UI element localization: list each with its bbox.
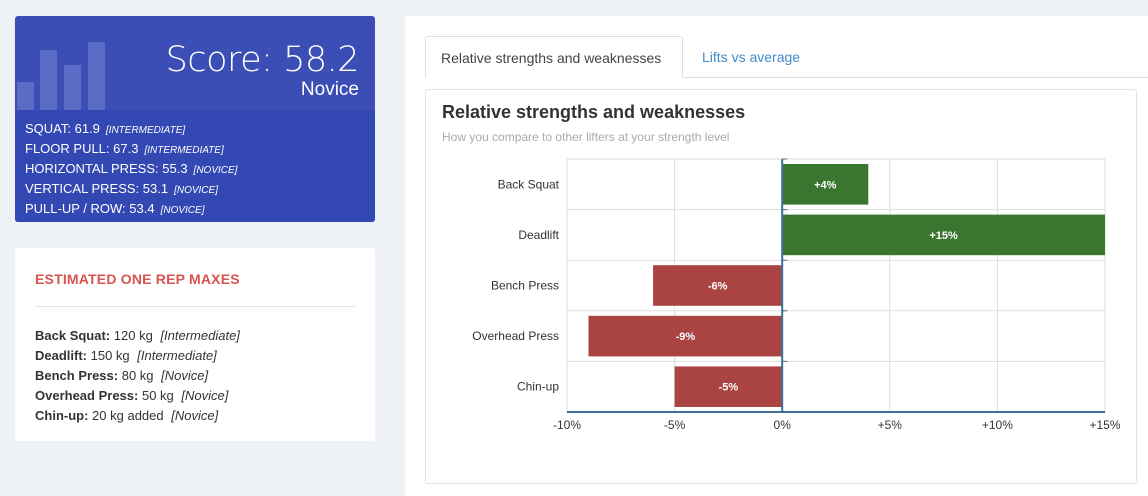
lift-level: [Novice]	[161, 368, 209, 383]
lift-level: [Intermediate]	[137, 348, 217, 363]
score-line-vertical-press: VERTICAL PRESS: 53.1 [NOVICE]	[15, 179, 375, 199]
bar-value-label: -6%	[708, 281, 728, 293]
score-line-level: [NOVICE]	[174, 185, 218, 196]
bar-value-label: +15%	[929, 230, 958, 242]
tab-relative-strengths[interactable]: Relative strengths and weaknesses	[425, 36, 683, 78]
list-item: Back Squat: 120 kg [Intermediate]	[35, 326, 240, 346]
score-line-pull-up-row: PULL-UP / ROW: 53.4 [NOVICE]	[15, 199, 375, 219]
chart-bar	[782, 164, 869, 205]
chart-bar	[674, 366, 783, 407]
score-level: Novice	[300, 79, 359, 100]
tabs-divider	[425, 77, 1148, 78]
x-tick-label: +15%	[1089, 418, 1120, 432]
bar-chart-icon	[15, 16, 120, 110]
lift-name: Overhead Press:	[35, 388, 139, 403]
category-label: Chin-up	[517, 380, 559, 394]
category-label: Back Squat	[498, 177, 560, 191]
lift-value: 50 kg	[141, 388, 174, 403]
bar-chart: +4% Back Squat +15% Deadlift -6% Bench Press -…	[472, 158, 1121, 432]
x-tick-label: -10%	[553, 418, 581, 432]
category-label: Bench Press	[491, 279, 559, 293]
bar-value-label: +4%	[814, 179, 837, 191]
divider	[35, 306, 355, 307]
chart-title: Relative strengths and weaknesses	[442, 102, 746, 122]
score-line-horizontal-press: HORIZONTAL PRESS: 55.3 [NOVICE]	[15, 159, 375, 179]
one-rep-max-card: ESTIMATED ONE REP MAXES Back Squat: 120 …	[15, 248, 375, 441]
score-line-label: SQUAT: 61.9	[25, 121, 100, 136]
chart-subtitle: How you compare to other lifters at your…	[442, 130, 730, 144]
chart-bar	[653, 265, 783, 306]
tab-lifts-vs-average[interactable]: Lifts vs average	[702, 49, 801, 65]
main-panel: Relative strengths and weaknesses Lifts …	[405, 16, 1148, 496]
score-line-label: FLOOR PULL: 67.3	[25, 141, 139, 156]
score-line-label: PULL-UP / ROW: 53.4	[25, 201, 155, 216]
one-rep-max-list: Back Squat: 120 kg [Intermediate] Deadli…	[35, 326, 240, 426]
category-label: Deadlift	[518, 228, 559, 242]
score-line-level: [INTERMEDIATE]	[105, 125, 186, 136]
lift-value: 150 kg	[90, 348, 130, 363]
lift-value: 20 kg added	[92, 408, 164, 423]
lift-level: [Novice]	[171, 408, 219, 423]
score-breakdown: SQUAT: 61.9 [INTERMEDIATE] FLOOR PULL: 67…	[15, 110, 375, 222]
x-tick-label: +5%	[878, 418, 903, 432]
list-item: Deadlift: 150 kg [Intermediate]	[35, 346, 240, 366]
chart-bar	[588, 315, 783, 357]
lift-level: [Intermediate]	[160, 328, 240, 343]
score-line-floor-pull: FLOOR PULL: 67.3 [INTERMEDIATE]	[15, 139, 375, 159]
lift-name: Chin-up:	[35, 408, 89, 423]
score-line-level: [INTERMEDIATE]	[144, 145, 224, 156]
x-tick-label: +10%	[982, 418, 1013, 432]
category-label: Overhead Press	[472, 329, 559, 343]
one-rep-max-title: ESTIMATED ONE REP MAXES	[35, 271, 240, 287]
bar-value-label: -9%	[676, 331, 696, 343]
score-card: Score: 58.2 Novice SQUAT: 61.9 [INTERMEDI…	[15, 16, 375, 222]
score-line-label: VERTICAL PRESS: 53.1	[25, 181, 169, 196]
score-value: Score: 58.2	[165, 40, 360, 80]
score-line-level: [NOVICE]	[160, 205, 205, 216]
lift-name: Deadlift:	[35, 348, 87, 363]
x-tick-label: 0%	[774, 418, 792, 432]
chart-bar	[782, 214, 1105, 256]
score-line-level: [NOVICE]	[193, 165, 238, 176]
lift-level: [Novice]	[181, 388, 229, 403]
score-header: Score: 58.2 Novice	[15, 16, 375, 110]
list-item: Chin-up: 20 kg added [Novice]	[35, 406, 240, 426]
chart-panel: Relative strengths and weaknesses How yo…	[425, 89, 1137, 484]
list-item: Bench Press: 80 kg [Novice]	[35, 366, 240, 386]
lift-value: 80 kg	[121, 368, 154, 383]
x-tick-label: -5%	[664, 418, 686, 432]
score-line-squat: SQUAT: 61.9 [INTERMEDIATE]	[15, 119, 375, 139]
lift-name: Bench Press:	[35, 368, 119, 383]
list-item: Overhead Press: 50 kg [Novice]	[35, 386, 240, 406]
score-line-label: HORIZONTAL PRESS: 55.3	[25, 161, 188, 176]
lift-value: 120 kg	[113, 328, 153, 343]
lift-name: Back Squat:	[35, 328, 111, 343]
bar-value-label: -5%	[719, 382, 739, 394]
